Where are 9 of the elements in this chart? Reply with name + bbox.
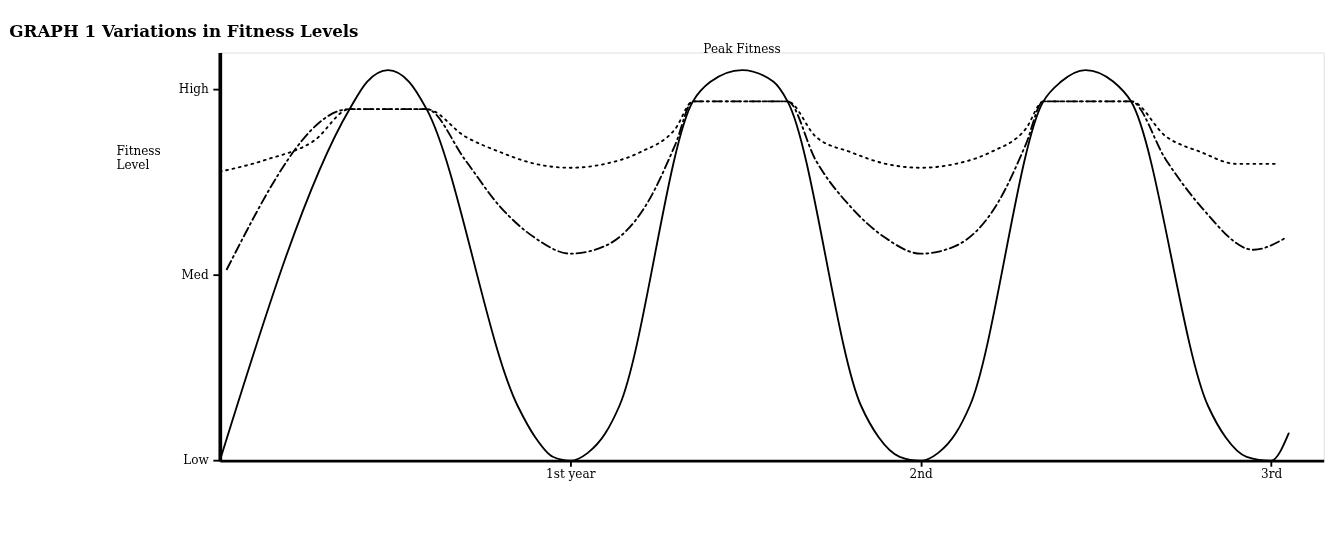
text: Med bbox=[181, 267, 209, 282]
annotation: Peak Fitness bbox=[703, 42, 781, 57]
text: High bbox=[178, 82, 209, 97]
x-tick-label: 3rd bbox=[1261, 466, 1283, 481]
chart-title: GRAPH 1 Variations in Fitness Levels bbox=[9, 20, 359, 41]
text: Low bbox=[183, 453, 210, 468]
x-tick-label: 1st year bbox=[546, 466, 596, 481]
x-tick-label: 2nd bbox=[909, 466, 934, 481]
y-axis-title: Fitness Level bbox=[116, 144, 161, 172]
